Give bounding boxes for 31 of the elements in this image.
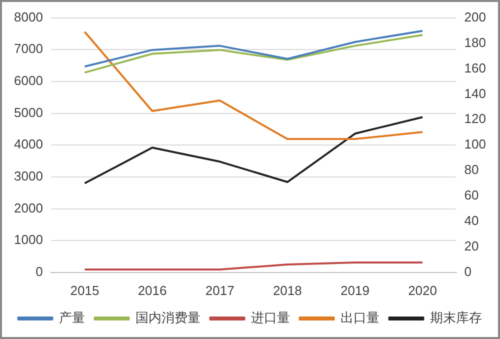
y-tick-label: 4000 — [14, 136, 43, 152]
y2-tick-label: 40 — [464, 213, 479, 228]
y-tick-label: 3000 — [14, 168, 43, 184]
y2-tick-label: 120 — [464, 111, 486, 126]
x-tick-label: 2015 — [70, 282, 100, 298]
y-tick-label: 1000 — [14, 232, 43, 248]
y2-tick-label: 160 — [464, 60, 486, 76]
y-tick-label: 5000 — [14, 104, 43, 120]
y2-tick-label: 200 — [464, 9, 486, 24]
legend-label: 国内消费量 — [135, 310, 200, 326]
y2-tick-label: 180 — [464, 34, 486, 50]
legend-label: 期末库存 — [430, 310, 482, 326]
x-tick-label: 2016 — [138, 282, 167, 298]
legend-label: 产量 — [58, 310, 85, 326]
y2-tick-label: 20 — [464, 238, 479, 254]
y-tick-label: 8000 — [14, 9, 43, 24]
y-tick-label: 7000 — [14, 41, 43, 56]
legend-label: 出口量 — [340, 310, 380, 326]
y-tick-label: 2000 — [14, 200, 43, 216]
y2-tick-label: 80 — [464, 162, 479, 178]
legend-label: 进口量 — [250, 310, 290, 326]
x-tick-label: 2019 — [340, 282, 370, 298]
y2-tick-label: 60 — [464, 188, 479, 203]
x-tick-label: 2018 — [272, 282, 302, 298]
x-tick-label: 2020 — [408, 282, 437, 298]
y-tick-label: 0 — [36, 264, 43, 279]
y2-tick-label: 0 — [464, 264, 472, 279]
y-tick-label: 6000 — [14, 73, 43, 88]
y2-tick-label: 140 — [464, 86, 486, 101]
y2-tick-label: 100 — [464, 136, 486, 152]
x-tick-label: 2017 — [205, 282, 234, 298]
